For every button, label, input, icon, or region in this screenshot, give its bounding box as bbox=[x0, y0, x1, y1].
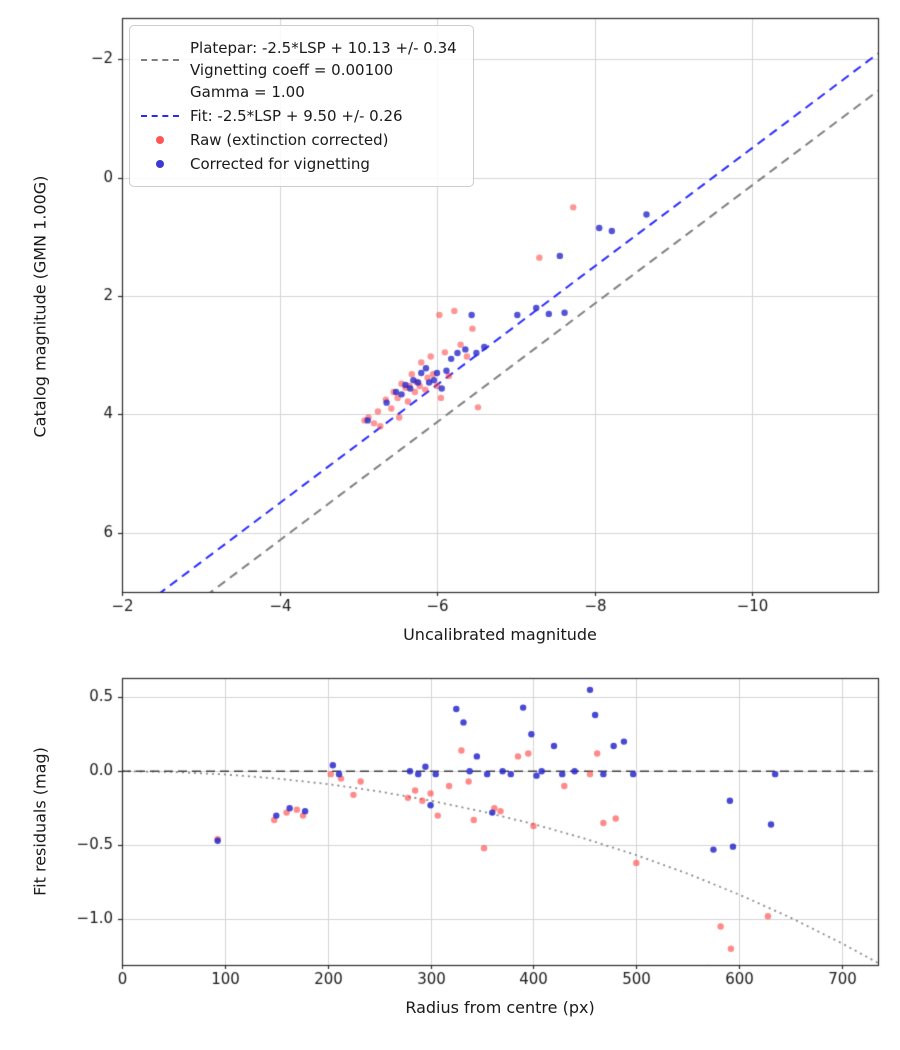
legend: Platepar: -2.5*LSP + 10.13 +/- 0.34 Vign… bbox=[129, 25, 474, 187]
legend-label-corrected: Corrected for vignetting bbox=[190, 155, 370, 173]
raw-marker-icon bbox=[140, 136, 180, 144]
legend-entry-corrected: Corrected for vignetting bbox=[140, 153, 457, 175]
legend-entry-platepar: Platepar: -2.5*LSP + 10.13 +/- 0.34 Vign… bbox=[140, 37, 457, 103]
legend-entry-fit: Fit: -2.5*LSP + 9.50 +/- 0.26 bbox=[140, 105, 457, 127]
platepar-dashed-line-icon bbox=[140, 59, 180, 61]
fit-residuals-plot-canvas bbox=[0, 660, 900, 1050]
legend-entry-raw: Raw (extinction corrected) bbox=[140, 129, 457, 151]
legend-label-gamma: Gamma = 1.00 bbox=[190, 83, 305, 101]
legend-label-vignetting-coeff: Vignetting coeff = 0.00100 bbox=[190, 61, 394, 79]
x-axis-label-uncalibrated-magnitude: Uncalibrated magnitude bbox=[403, 625, 597, 644]
fit-dashed-line-icon bbox=[140, 115, 180, 117]
legend-label-fit: Fit: -2.5*LSP + 9.50 +/- 0.26 bbox=[190, 107, 403, 125]
legend-label-platepar: Platepar: -2.5*LSP + 10.13 +/- 0.34 bbox=[190, 39, 457, 57]
corrected-marker-icon bbox=[140, 160, 180, 168]
legend-label-raw: Raw (extinction corrected) bbox=[190, 131, 389, 149]
y-axis-label-catalog-magnitude: Catalog magnitude (GMN 1.00G) bbox=[30, 175, 50, 438]
x-axis-label-radius-from-centre: Radius from centre (px) bbox=[405, 998, 595, 1017]
y-axis-label-fit-residuals: Fit residuals (mag) bbox=[30, 747, 50, 896]
